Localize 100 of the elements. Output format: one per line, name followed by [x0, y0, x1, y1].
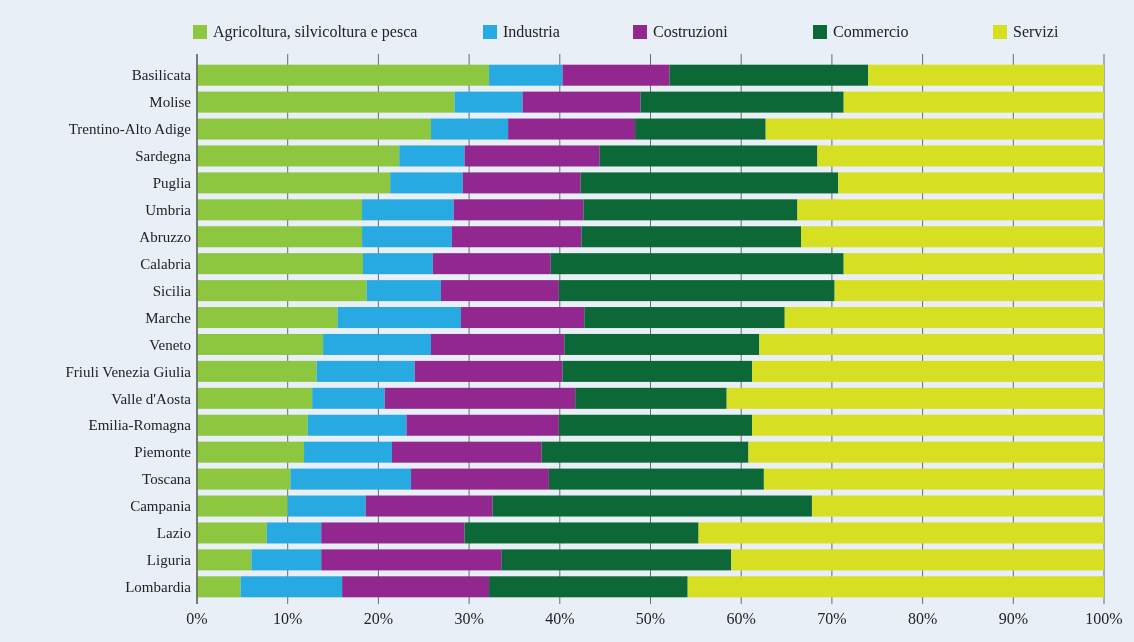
bar: [765, 118, 1104, 140]
x-tick-label: 60%: [726, 610, 756, 627]
bar: [464, 522, 699, 544]
bar: [197, 549, 252, 571]
y-tick-label: Lombardia: [125, 579, 192, 596]
bar: [460, 307, 585, 329]
y-tick-label: Trentino-Alto Adige: [68, 121, 192, 138]
y-tick-label: Lazio: [156, 525, 191, 542]
bar: [323, 333, 432, 355]
bar: [748, 441, 1104, 463]
x-tick-label: 100%: [1085, 610, 1123, 627]
x-tick-label: 20%: [363, 610, 394, 627]
bar: [251, 549, 322, 571]
bar: [834, 280, 1104, 302]
bar: [550, 253, 844, 275]
y-tick-label: Campania: [130, 498, 192, 515]
bar: [838, 172, 1104, 194]
bar: [843, 253, 1104, 275]
bar: [197, 172, 391, 194]
bar: [362, 226, 452, 248]
y-tick-label: Basilicata: [131, 67, 192, 84]
x-tick-label: 90%: [998, 610, 1028, 627]
bar: [197, 360, 317, 382]
bar: [406, 414, 559, 436]
bar: [197, 199, 363, 221]
bar: [726, 387, 1104, 409]
bar: [197, 441, 305, 463]
bar: [454, 91, 523, 113]
bar: [558, 280, 835, 302]
bar: [548, 468, 764, 490]
bar: [453, 199, 584, 221]
bar: [197, 280, 367, 302]
bar: [390, 172, 463, 194]
bar: [562, 360, 753, 382]
bar: [365, 495, 493, 517]
y-tick-label: Sicilia: [152, 282, 192, 299]
y-tick-label: Emilia-Romagna: [88, 417, 192, 434]
bar: [731, 549, 1104, 571]
bar: [266, 522, 322, 544]
bar: [489, 64, 563, 86]
bar: [431, 333, 565, 355]
bar: [197, 414, 308, 436]
y-tick-label: Molise: [149, 94, 192, 111]
x-tick-label: 80%: [907, 610, 938, 627]
bar: [811, 495, 1104, 517]
bar: [321, 522, 465, 544]
bar: [240, 576, 343, 598]
legend-label: Costruzioni: [653, 23, 729, 40]
x-tick-label: 10%: [273, 610, 303, 627]
bar: [197, 495, 288, 517]
bar: [197, 226, 363, 248]
bar: [759, 333, 1104, 355]
y-tick-label: Liguria: [146, 552, 192, 569]
bar: [362, 199, 454, 221]
bar: [599, 145, 818, 167]
bar: [316, 360, 415, 382]
bar: [817, 145, 1104, 167]
bar: [431, 118, 509, 140]
bar: [640, 91, 844, 113]
bar: [501, 549, 732, 571]
bar: [564, 333, 760, 355]
y-tick-label: Toscana: [142, 471, 192, 488]
bar: [321, 549, 502, 571]
bar: [583, 199, 798, 221]
bar: [384, 387, 576, 409]
y-tick-label: Friuli Venezia Giulia: [65, 363, 192, 380]
bar: [337, 307, 461, 329]
bar: [392, 441, 542, 463]
bar: [558, 414, 753, 436]
bar: [801, 226, 1104, 248]
bar: [414, 360, 563, 382]
bar: [197, 333, 324, 355]
y-tick-label: Veneto: [149, 336, 191, 353]
x-tick-label: 30%: [454, 610, 484, 627]
bar: [411, 468, 549, 490]
bar: [197, 522, 267, 544]
bar: [362, 253, 433, 275]
bar: [489, 576, 688, 598]
bar: [687, 576, 1104, 598]
bar: [462, 172, 581, 194]
bar: [197, 307, 338, 329]
bar: [669, 64, 869, 86]
bar: [290, 468, 412, 490]
bar: [197, 576, 241, 598]
y-tick-label: Puglia: [152, 175, 192, 192]
y-tick-label: Calabria: [140, 255, 192, 272]
y-tick-label: Piemonte: [134, 444, 192, 461]
bar: [197, 118, 432, 140]
legend-label: Commercio: [833, 23, 909, 40]
y-tick-label: Abruzzo: [139, 229, 191, 246]
bar: [562, 64, 670, 86]
y-tick-label: Sardegna: [135, 148, 192, 165]
bar: [197, 64, 490, 86]
bar: [432, 253, 551, 275]
bar: [464, 145, 600, 167]
bar: [698, 522, 1104, 544]
x-tick-label: 50%: [635, 610, 666, 627]
bar: [508, 118, 636, 140]
bar: [440, 280, 559, 302]
legend-label: Servizi: [1013, 23, 1059, 40]
